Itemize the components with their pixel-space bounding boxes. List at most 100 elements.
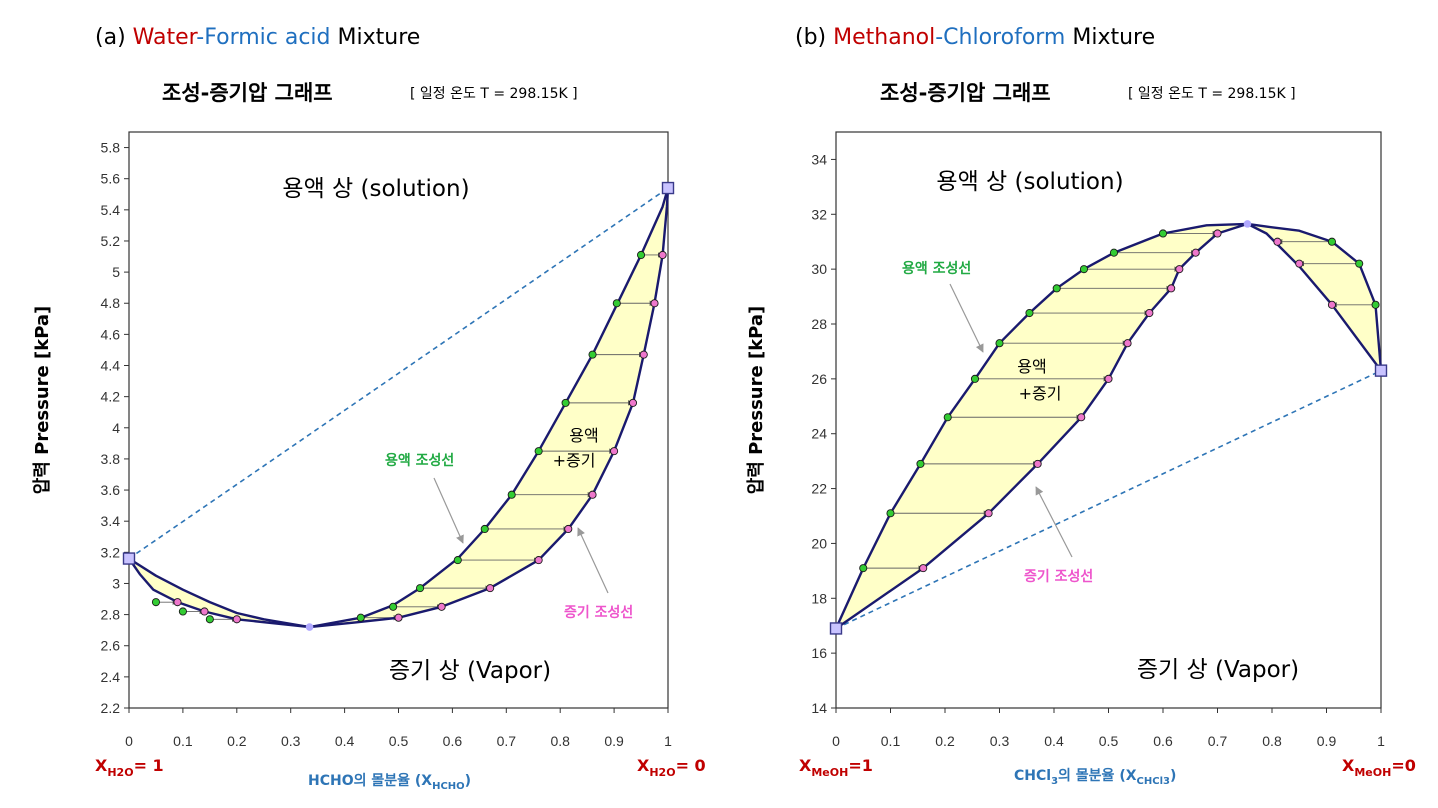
vapor-point — [1104, 374, 1113, 383]
liquid-point — [416, 584, 425, 593]
panel-a-solution-region-label: 용액 상 (solution) — [282, 176, 469, 202]
panel-a-left-end-label: XH2O= 1 — [95, 756, 164, 779]
x-tick-label: 0.8 — [1262, 733, 1282, 749]
x-tick-label: 0.4 — [335, 733, 355, 749]
vapor-point — [1145, 308, 1154, 318]
vapor-point — [1295, 259, 1304, 268]
vapor-point — [1273, 237, 1282, 246]
panel-b: (b) Methanol-Chloroform Mixture 조성-증기압 그… — [746, 25, 1416, 787]
liquid-point — [453, 556, 462, 565]
panel-a-coexistence-label-1: 용액 — [569, 426, 598, 445]
y-tick-label: 32 — [811, 206, 827, 222]
azeotrope-point — [1243, 220, 1252, 228]
panel-b-solution-region-label: 용액 상 (solution) — [936, 169, 1123, 195]
panel-b-liquid-label-arrow — [949, 283, 984, 353]
x-tick-label: 0.9 — [604, 733, 624, 749]
liquid-point — [612, 299, 621, 308]
x-tick-label: 0.7 — [1208, 733, 1228, 749]
panel-a-x-axis-label: HCHO의 몰분율 (XHCHO) — [308, 772, 471, 792]
y-tick-label: 5.4 — [101, 202, 121, 218]
y-tick-label: 26 — [811, 371, 827, 387]
liquid-point — [886, 509, 895, 518]
panel-b-vapor-label-arrow — [1035, 486, 1073, 558]
panel-b-condition: [ 일정 온도 T = 298.15K ] — [1128, 86, 1296, 102]
liquid-point — [916, 459, 925, 468]
vapor-point — [173, 598, 182, 607]
liquid-composition-curve — [128, 187, 670, 629]
y-tick-label: 3.8 — [101, 451, 121, 467]
vapor-point — [1033, 459, 1042, 468]
x-tick-label: 0.3 — [990, 733, 1010, 749]
liquid-point — [1158, 229, 1168, 238]
panel-b-x-axis-label: CHCl3의 몰분율 (XCHCl3) — [1014, 767, 1176, 787]
liquid-point — [859, 564, 868, 573]
vapor-point — [1167, 284, 1176, 293]
panel-b-heading: (b) Methanol-Chloroform Mixture — [795, 25, 1155, 50]
vapor-point — [1123, 339, 1132, 348]
y-tick-label: 5.8 — [101, 140, 121, 156]
y-tick-label: 4.8 — [101, 295, 121, 311]
panel-b-subtitle: 조성-증기압 그래프 — [880, 81, 1051, 105]
vapor-point — [200, 607, 209, 616]
liquid-composition-curve — [834, 222, 1383, 629]
x-tick-label: 0.2 — [935, 733, 955, 749]
panel-a-liquid-label-arrow — [433, 477, 464, 544]
vapor-point — [1327, 300, 1336, 309]
vapor-point — [628, 398, 638, 407]
vapor-point — [1191, 248, 1200, 257]
panel-b-y-ticks: 14 16 18 20 22 24 26 28 30 32 34 — [811, 151, 836, 716]
x-tick-label: 0 — [125, 733, 133, 749]
panel-a: (a) Water-Formic acid Mixture 조성-증기압 그래프… — [32, 25, 706, 792]
liquid-point — [1025, 308, 1034, 318]
x-tick-label: 0.5 — [1099, 733, 1119, 749]
y-tick-label: 14 — [811, 700, 827, 716]
y-tick-label: 4.2 — [101, 389, 121, 405]
y-tick-label: 4 — [112, 420, 120, 436]
liquid-point — [507, 490, 516, 499]
x-tick-label: 0.3 — [281, 733, 301, 749]
vapor-point — [610, 447, 619, 456]
panel-a-y-ticks: 2.2 2.4 2.6 2.8 3 3.2 3.4 3.6 3.8 4 4.2 4.4 4.6 4.8 5 5… — [101, 140, 129, 716]
liquid-point — [480, 524, 489, 534]
liquid-point — [943, 413, 952, 422]
panel-a-x-ticks: 0 0.1 0.2 0.3 0.4 0.5 0.6 0.7 0.8 0.9 1 — [125, 708, 672, 749]
vapor-point — [658, 250, 667, 260]
panel-b-vapor-curve-label: 증기 조성선 — [1024, 569, 1093, 585]
panel-b-right-end-label: XMeOH=0 — [1342, 756, 1416, 779]
y-tick-label: 2.4 — [101, 669, 121, 685]
y-tick-label: 5.2 — [101, 233, 121, 249]
vapor-point — [1213, 229, 1222, 238]
y-tick-label: 20 — [811, 535, 827, 551]
liquid-point — [534, 447, 543, 456]
vapor-point — [650, 299, 659, 308]
panel-b-vapor-region-label: 증기 상 (Vapor) — [1137, 657, 1299, 683]
x-tick-label: 0.5 — [389, 733, 409, 749]
y-tick-label: 2.6 — [101, 638, 121, 654]
vapor-composition-curve — [835, 222, 1382, 630]
liquid-point — [1079, 265, 1089, 274]
liquid-point — [1355, 259, 1364, 268]
y-tick-label: 2.8 — [101, 607, 121, 623]
two-phase-region-fill — [129, 188, 668, 627]
panel-b-coexistence-label-2: +증기 — [1019, 384, 1062, 403]
liquid-point — [389, 602, 398, 611]
y-tick-label: 16 — [811, 645, 827, 661]
panel-a-coexistence-label-2: +증기 — [553, 451, 596, 470]
two-phase-region-fill — [836, 223, 1381, 629]
y-tick-label: 34 — [811, 151, 827, 167]
x-tick-label: 0 — [832, 733, 840, 749]
x-tick-label: 0.9 — [1317, 733, 1337, 749]
y-tick-label: 3.4 — [101, 513, 121, 529]
vapor-point — [984, 509, 993, 518]
x-tick-label: 0.7 — [497, 733, 517, 749]
x-tick-label: 0.4 — [1044, 733, 1064, 749]
panel-a-vapor-label-arrow — [577, 527, 609, 594]
panel-a-right-end-label: XH2O= 0 — [637, 756, 706, 779]
panel-b-x-ticks: 0 0.1 0.2 0.3 0.4 0.5 0.6 0.7 0.8 0.9 1 — [832, 708, 1385, 749]
vapor-point — [534, 556, 543, 565]
liquid-point — [1052, 284, 1061, 293]
y-tick-label: 4.6 — [101, 326, 121, 342]
vapor-point — [919, 564, 928, 573]
x-tick-label: 0.6 — [443, 733, 463, 749]
